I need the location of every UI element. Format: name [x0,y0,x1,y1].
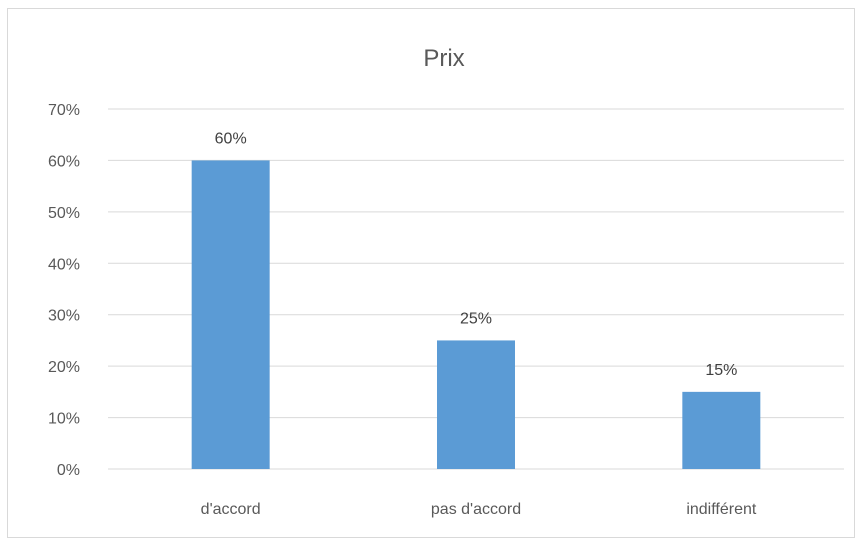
data-label: 60% [215,130,247,147]
x-category-label: d'accord [201,501,261,518]
y-tick-label: 50% [48,205,80,222]
x-category-label: indifférent [686,501,757,518]
y-tick-label: 60% [48,153,80,170]
bars [191,160,761,469]
y-tick-label: 20% [48,359,80,376]
y-tick-label: 10% [48,411,80,428]
data-labels: 60% 25% 15% [215,130,738,378]
data-label: 15% [705,362,737,379]
chart-title: Prix [423,45,464,72]
y-tick-label: 70% [48,102,80,119]
bar [437,340,515,469]
bar [191,160,270,469]
y-tick-label: 30% [48,308,80,325]
y-axis-ticks: 0% 10% 20% 30% 40% 50% 60% 70% [48,102,80,479]
data-label: 25% [460,310,492,327]
y-tick-label: 40% [48,256,80,273]
x-axis-categories: d'accord pas d'accord indifférent [201,501,757,518]
bar [682,391,761,469]
x-category-label: pas d'accord [431,501,521,518]
y-tick-label: 0% [57,462,80,479]
